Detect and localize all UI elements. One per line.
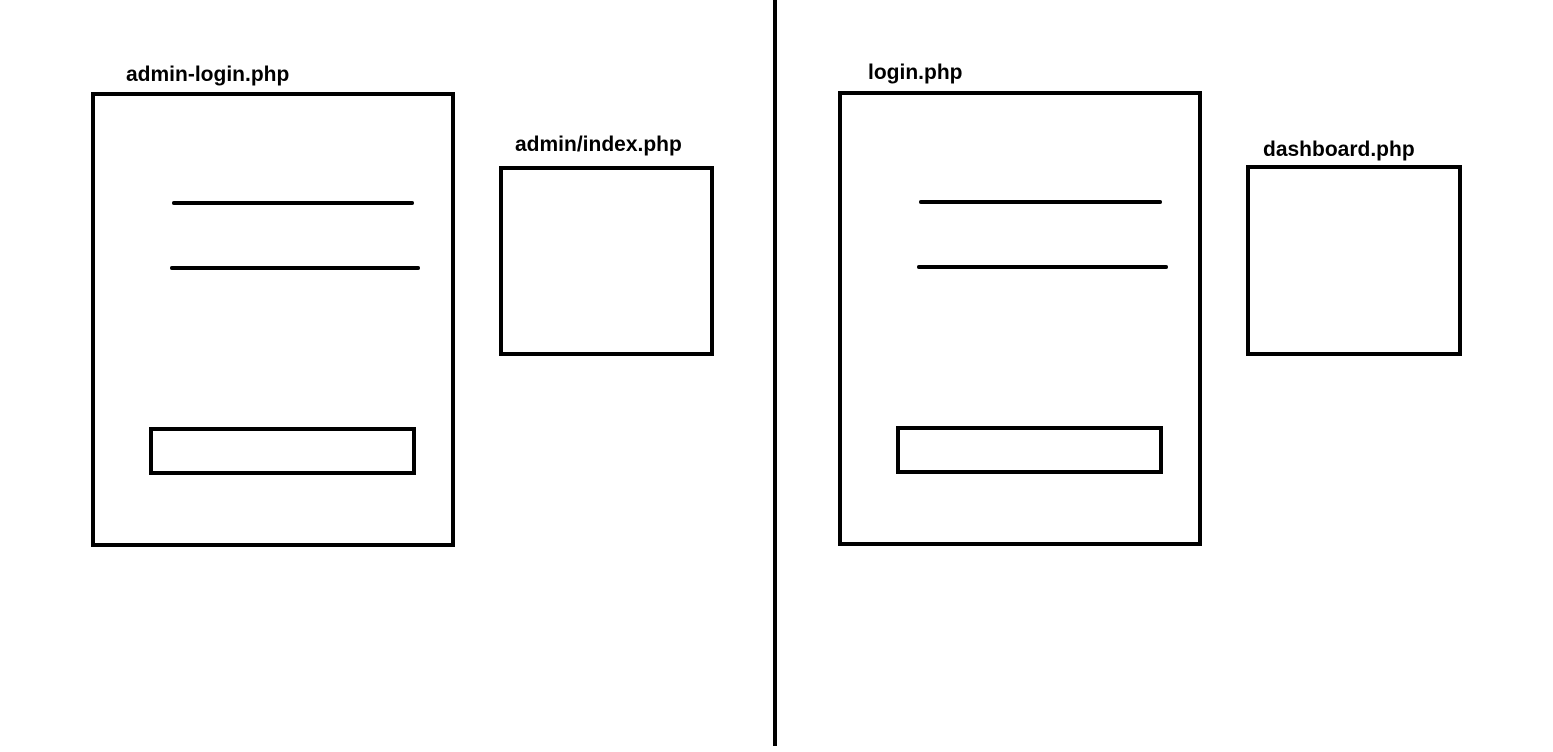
login-page-frame <box>838 91 1202 546</box>
password-field-line <box>917 265 1168 269</box>
admin-login-page-frame <box>91 92 455 547</box>
admin-password-field-line <box>170 266 420 270</box>
admin-index-page-label: admin/index.php <box>515 133 682 156</box>
dashboard-page-label: dashboard.php <box>1263 138 1415 161</box>
dashboard-page-frame <box>1246 165 1462 356</box>
admin-index-page-frame <box>499 166 714 356</box>
admin-login-page-label: admin-login.php <box>126 63 290 86</box>
username-field-line <box>919 200 1162 204</box>
login-button-frame <box>896 426 1163 474</box>
login-page-label: login.php <box>868 61 963 84</box>
center-divider <box>773 0 777 746</box>
admin-login-button-frame <box>149 427 416 475</box>
admin-username-field-line <box>172 201 414 205</box>
